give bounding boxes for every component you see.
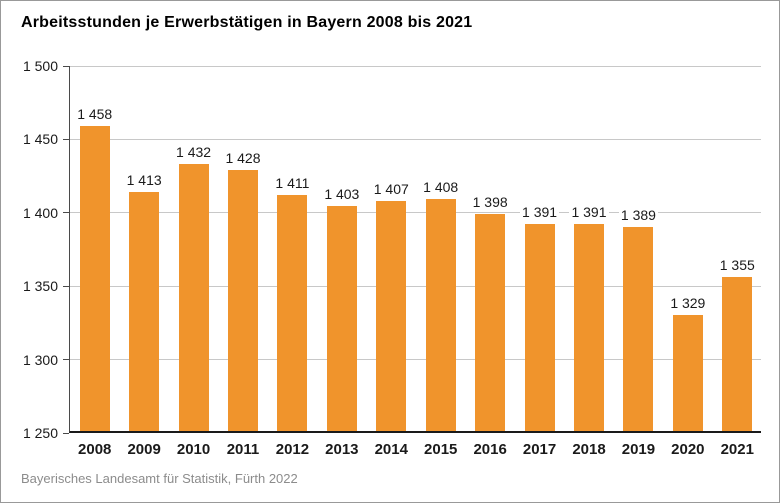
bar-value-label: 1 411 xyxy=(257,174,327,192)
x-axis-label-2020: 2020 xyxy=(671,441,705,458)
bar-value-label: 1 355 xyxy=(702,256,772,274)
bar-value-label: 1 428 xyxy=(208,149,278,167)
x-axis-label-2010: 2010 xyxy=(176,441,211,458)
x-axis-label-2018: 2018 xyxy=(572,441,606,458)
bar-2020 xyxy=(672,315,703,431)
bar-value-text: 1 432 xyxy=(174,143,214,160)
bar-value-label: 1 391 xyxy=(554,203,624,221)
x-axis-label-2015: 2015 xyxy=(424,441,458,458)
bar-2008 xyxy=(79,125,110,431)
y-axis-tick xyxy=(63,65,69,67)
gridline xyxy=(70,285,761,287)
plot-area: 1 250 1 300 1 350 1 400 1 450 1 500 1 458 2008 1… xyxy=(23,58,761,458)
x-axis-label-2016: 2016 xyxy=(473,441,507,458)
bar-2011 xyxy=(228,169,258,431)
bar-2017 xyxy=(524,224,555,431)
bar-2021 xyxy=(722,276,753,431)
bar-value-text: 1 355 xyxy=(717,256,757,273)
y-axis-label: 1 400 xyxy=(22,204,58,221)
bar-value-text: 1 408 xyxy=(421,179,461,196)
gridline xyxy=(70,359,761,361)
bar-2013 xyxy=(326,206,357,431)
x-axis-label-2017: 2017 xyxy=(522,441,557,458)
bar-value-label: 1 391 xyxy=(505,203,575,221)
bar-2010 xyxy=(178,163,209,431)
y-axis-tick xyxy=(63,432,69,434)
y-axis-tick xyxy=(63,285,69,287)
y-axis-label: 1 300 xyxy=(22,351,58,368)
bar-value-text: 1 403 xyxy=(322,186,362,203)
bar-value-text: 1 329 xyxy=(668,295,708,312)
bar-value-label: 1 408 xyxy=(406,178,476,196)
x-axis-label-2014: 2014 xyxy=(374,441,408,458)
bar-value-text: 1 458 xyxy=(75,105,115,122)
gridline xyxy=(70,138,761,140)
y-axis-tick xyxy=(63,359,69,361)
bar-2018 xyxy=(574,224,604,431)
gridline xyxy=(70,65,761,67)
bar-value-text: 1 389 xyxy=(618,206,658,223)
gridline xyxy=(70,212,761,214)
bar-value-text: 1 407 xyxy=(371,180,411,197)
bar-value-label: 1 389 xyxy=(603,206,673,224)
x-axis-label-2013: 2013 xyxy=(325,441,359,458)
bar-value-text: 1 398 xyxy=(470,193,510,210)
y-axis-tick xyxy=(63,212,69,214)
bar-2016 xyxy=(475,213,506,431)
bar-value-label: 1 432 xyxy=(159,143,229,161)
bar-value-text: 1 391 xyxy=(569,204,609,220)
y-axis-label: 1 500 xyxy=(22,58,58,74)
bar-value-text: 1 411 xyxy=(273,174,312,191)
bar-value-text: 1 413 xyxy=(124,171,164,188)
bar-value-label: 1 329 xyxy=(653,294,723,312)
y-axis-label: 1 450 xyxy=(22,131,58,148)
x-axis-label-2021: 2021 xyxy=(720,441,754,458)
chart-title: Arbeitsstunden je Erwerbstätigen in Baye… xyxy=(21,14,473,31)
bar-2009 xyxy=(129,191,160,431)
bar-2012 xyxy=(277,194,308,431)
bar-2015 xyxy=(425,199,456,431)
bar-value-label: 1 458 xyxy=(60,105,130,123)
x-axis-label-2009: 2009 xyxy=(127,441,161,458)
x-axis-label-2019: 2019 xyxy=(621,441,656,458)
y-axis-label: 1 350 xyxy=(22,278,58,295)
bar-value-text: 1 428 xyxy=(223,149,263,166)
bar-value-label: 1 407 xyxy=(356,180,426,198)
y-axis-label: 1 250 xyxy=(22,425,58,441)
bar-value-text: 1 391 xyxy=(520,204,560,220)
bar-2019 xyxy=(623,226,654,431)
y-axis-tick xyxy=(63,138,69,140)
x-axis-label-2011: 2011 xyxy=(226,441,260,458)
x-axis-label-2012: 2012 xyxy=(275,441,310,458)
bar-value-label: 1 413 xyxy=(109,171,179,189)
bar-2014 xyxy=(376,200,407,431)
source-caption: Bayerisches Landesamt für Statistik, Für… xyxy=(21,471,298,486)
x-axis-label-2008: 2008 xyxy=(78,441,112,458)
bar-value-label: 1 398 xyxy=(455,193,525,211)
bar-value-label: 1 403 xyxy=(307,185,377,203)
